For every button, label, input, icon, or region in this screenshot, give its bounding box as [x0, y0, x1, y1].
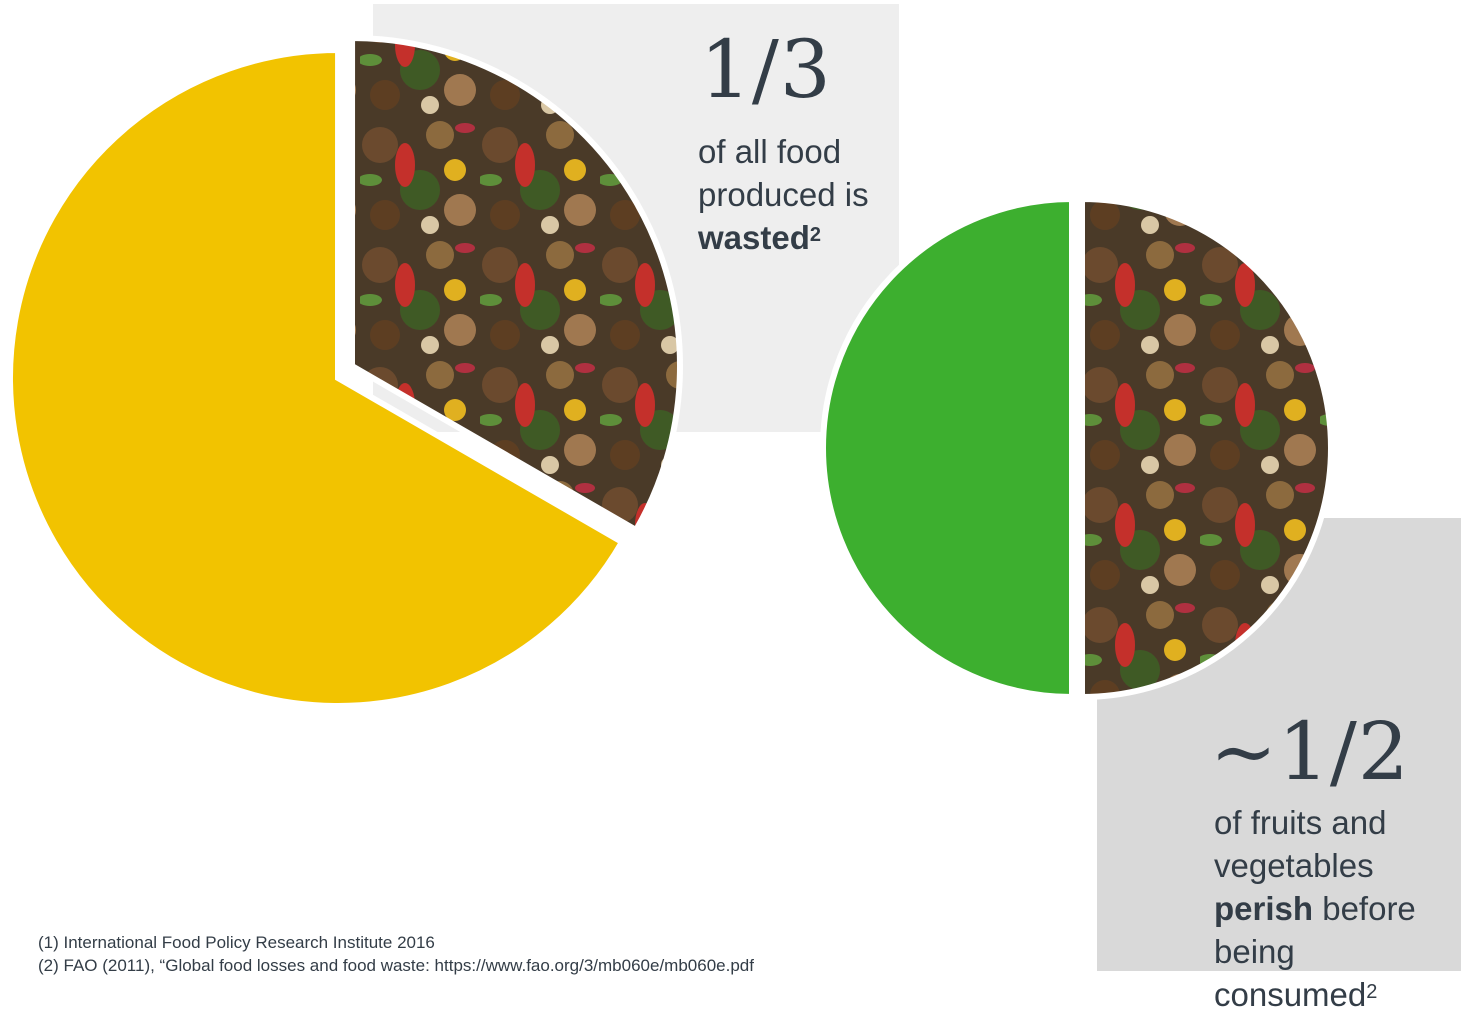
- fraction-one-third: 1/3: [700, 23, 832, 116]
- caption-1-line-3: wasted2: [698, 216, 898, 259]
- caption-2-consumed: being consumed: [1214, 933, 1367, 1013]
- fraction-approx-one-half: ~1/2: [1210, 705, 1410, 798]
- caption-2-line-3: perish before: [1214, 887, 1461, 930]
- pie-charts: [7, 34, 1334, 709]
- caption-2-before: before: [1313, 890, 1416, 927]
- emphasis-perish: perish: [1214, 890, 1314, 927]
- reference-marker: 2: [809, 224, 821, 246]
- caption-2-line-4: being consumed2: [1214, 930, 1461, 1016]
- pie-chart-2: [820, 195, 1334, 701]
- footnote-2: (2) FAO (2011), “Global food losses and …: [38, 956, 754, 975]
- emphasis-wasted: wasted: [698, 219, 810, 256]
- pie-chart-1: [7, 34, 683, 709]
- pie-slice-food-waste: [1079, 195, 1334, 701]
- caption-1-line-2: produced is: [698, 176, 869, 213]
- caption-2-line-1: of fruits and: [1214, 804, 1387, 841]
- footnotes: (1) International Food Policy Research I…: [38, 931, 754, 977]
- caption-fruits-perish: of fruits and vegetables perish before b…: [1214, 801, 1461, 1016]
- caption-food-wasted: of all food produced is wasted2: [698, 130, 898, 259]
- footnote-1: (1) International Food Policy Research I…: [38, 933, 435, 952]
- reference-marker: 2: [1366, 981, 1378, 1003]
- pie-slice-solid: [7, 46, 627, 709]
- pie-slice-solid: [820, 195, 1075, 701]
- caption-1-line-1: of all food: [698, 133, 842, 170]
- pie-slice-food-waste: [348, 34, 683, 535]
- caption-2-line-2: vegetables: [1214, 847, 1374, 884]
